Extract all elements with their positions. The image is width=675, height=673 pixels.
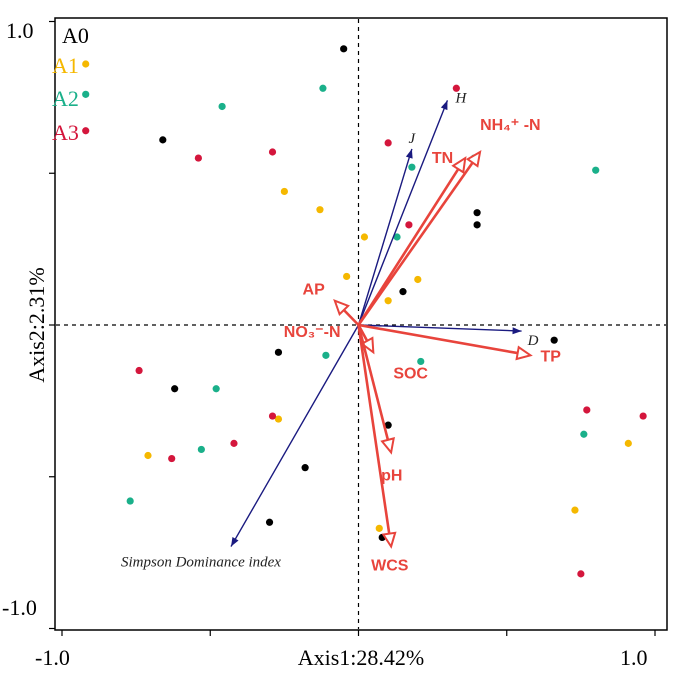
x-tick-left: -1.0 [35, 645, 70, 670]
species-vector-j-shaft [357, 148, 413, 326]
point-a3 [583, 406, 591, 414]
point-a3 [135, 366, 143, 375]
point-a0 [274, 348, 283, 356]
point-a0 [550, 336, 558, 344]
legend-a0: A0 [62, 23, 89, 48]
env-vector-1-label: TN [432, 150, 453, 167]
point-a1 [384, 297, 392, 305]
env-vector-6-label: pH [381, 467, 402, 484]
env-vector-6-shaft [357, 324, 390, 441]
point-a2 [417, 357, 425, 366]
point-a0 [384, 421, 392, 429]
point-a3 [230, 439, 238, 447]
species-vector-h-head [440, 100, 448, 111]
point-a3 [577, 570, 585, 578]
point-a2 [408, 163, 416, 171]
point-a1 [343, 272, 351, 281]
point-a1 [82, 60, 90, 68]
legend-a1: A1 [52, 53, 79, 78]
species-vector-d-label: D [527, 333, 539, 349]
point-a0 [159, 136, 167, 144]
env-vector-2-shaft [342, 309, 360, 326]
species-vector-j-head [405, 148, 413, 159]
point-a2 [322, 351, 330, 359]
point-a1 [624, 439, 632, 447]
env-vector-6-head [380, 437, 395, 455]
env-vector-5-head [359, 336, 375, 355]
point-a3 [168, 454, 176, 463]
plot-frame [54, 17, 668, 631]
point-a2 [197, 445, 205, 454]
point-a3 [268, 148, 277, 156]
environmental-vectors: NH₄⁺ -N TN AP NO₃⁻-N TP SOC pH WCS [284, 117, 561, 575]
x-axis-label: Axis1:28.42% [298, 645, 425, 670]
point-a1 [274, 415, 283, 423]
point-a1 [414, 275, 422, 284]
point-a2 [212, 385, 220, 393]
point-a1 [144, 451, 152, 460]
point-a0 [301, 464, 309, 472]
point-a3 [194, 154, 202, 162]
env-vector-5-label: SOC [393, 365, 428, 382]
species-vector-h-label: H [454, 90, 467, 106]
env-vector-0-shaft [357, 161, 474, 326]
point-a2 [319, 84, 327, 92]
point-a3 [452, 84, 460, 92]
species-vector-j-label: J [409, 131, 417, 147]
point-a0 [399, 288, 407, 296]
point-a0 [473, 209, 481, 217]
species-vector-simpson-dominance-index-head [231, 537, 239, 547]
point-a1 [316, 206, 324, 214]
env-vector-1-shaft [357, 168, 460, 326]
point-a0 [171, 385, 179, 393]
env-vector-0-head [465, 150, 482, 168]
point-a0 [473, 221, 481, 229]
species-vector-simpson-dominance-index-shaft [230, 324, 360, 547]
species-vector-simpson-dominance-index-label: Simpson Dominance index [121, 555, 281, 571]
y-tick-top: 1.0 [6, 18, 34, 43]
point-a3 [82, 127, 90, 135]
env-vector-2-label: AP [303, 282, 326, 299]
env-vector-7-label: WCS [371, 558, 409, 575]
point-a0 [340, 45, 348, 53]
point-a3 [268, 412, 277, 420]
env-vector-7-shaft [357, 324, 391, 534]
point-a2 [126, 497, 134, 505]
axis-ticks [49, 20, 656, 636]
y-tick-bottom: -1.0 [2, 595, 37, 620]
point-a0 [265, 518, 274, 526]
env-vector-3-label: NO₃⁻-N [284, 324, 341, 341]
point-a1 [375, 524, 383, 532]
point-a3 [639, 412, 647, 420]
species-vector-h-shaft [357, 100, 449, 326]
point-a2 [393, 233, 401, 241]
point-a1 [280, 187, 288, 196]
point-a2 [218, 102, 226, 111]
point-a2 [82, 90, 90, 98]
env-vector-4-label: TP [540, 348, 561, 365]
species-vectors: H J D Simpson Dominance index [121, 90, 539, 570]
legend-a2: A2 [52, 86, 79, 111]
species-vector-d-head [512, 327, 522, 335]
point-a1 [360, 233, 369, 241]
env-vector-0-label: NH₄⁺ -N [480, 117, 541, 134]
y-axis-label: Axis2:2.31% [24, 267, 49, 383]
env-vector-1-head [451, 156, 467, 174]
env-vector-4-head [515, 345, 533, 361]
env-vector-2-head [333, 299, 350, 317]
species-vector-d-shaft [358, 324, 522, 332]
point-a2 [580, 430, 588, 438]
x-tick-right: 1.0 [620, 645, 648, 670]
point-a2 [592, 166, 600, 174]
env-vector-7-head [381, 531, 397, 549]
env-vector-4-shaft [358, 323, 518, 355]
legend-a3: A3 [52, 120, 79, 145]
point-a3 [384, 139, 392, 147]
sample-points [82, 45, 647, 578]
point-a1 [571, 506, 579, 514]
point-a3 [405, 221, 413, 229]
